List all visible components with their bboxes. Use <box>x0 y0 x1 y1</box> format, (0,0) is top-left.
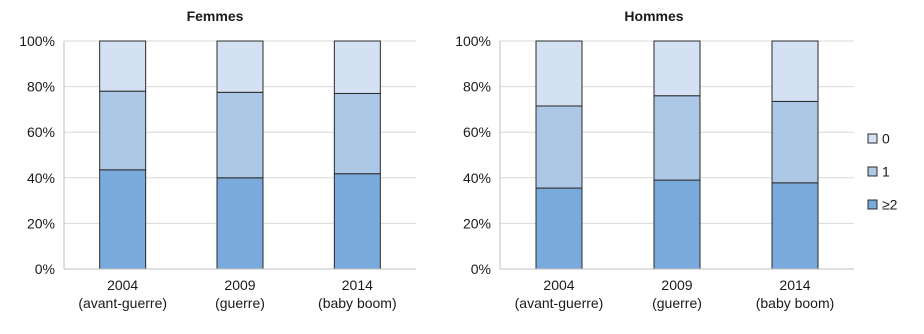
panel-2-category-label: (guerre) <box>652 295 702 311</box>
panel-2-y-tick-label: 0% <box>471 261 491 277</box>
panel-1-title: Femmes <box>187 8 244 24</box>
panel-1-category-label: 2014 <box>342 277 373 293</box>
panel-2-bar-segment <box>535 105 583 189</box>
panel-1-y-tick-label: 60% <box>27 124 55 140</box>
panel-1-category-label: (baby boom) <box>318 295 397 311</box>
panel-2-bar-segment <box>771 100 819 184</box>
panel-1-bar-segment <box>99 90 147 171</box>
panel-2-y-tick-label: 40% <box>463 170 491 186</box>
panel-1-category-label: 2009 <box>224 277 255 293</box>
panel-1-bar-segment <box>216 91 264 179</box>
panel-2-bar-segment <box>535 40 583 107</box>
panel-1-bar-segment <box>333 173 381 270</box>
panel-1-y-tick-label: 80% <box>27 79 55 95</box>
panel-2-y-tick-label: 80% <box>463 79 491 95</box>
legend-label: 1 <box>882 164 890 180</box>
panel-1-bar-segment <box>99 169 147 270</box>
panel-2-category-label: 2014 <box>779 277 810 293</box>
panel-2-bar-segment <box>771 182 819 270</box>
panel-1-category-label: (avant-guerre) <box>78 295 167 311</box>
panel-1-y-tick-label: 20% <box>27 215 55 231</box>
panel-1-category-label: 2004 <box>107 277 138 293</box>
panel-1-category-label: (guerre) <box>215 295 265 311</box>
panel-1-bar-segment <box>216 177 264 270</box>
panel-2-bar-segment <box>535 187 583 270</box>
legend-swatch <box>867 133 878 144</box>
panel-1-bar-segment <box>333 40 381 94</box>
panel-2-bar-segment <box>653 95 701 181</box>
panel-1-y-tick-label: 40% <box>27 170 55 186</box>
panel-2-title: Hommes <box>624 8 683 24</box>
panel-2-category-label: (avant-guerre) <box>515 295 604 311</box>
panel-1-bar-segment <box>216 40 264 93</box>
legend-swatch <box>867 166 878 177</box>
panel-2-y-tick-label: 100% <box>455 33 491 49</box>
panel-1-y-tick-label: 100% <box>19 33 55 49</box>
panel-2-category-label: 2009 <box>661 277 692 293</box>
panel-2-category-label: 2004 <box>543 277 574 293</box>
panel-2-bar-segment <box>771 40 819 102</box>
panel-1-bar-segment <box>99 40 147 92</box>
panel-2-y-tick-label: 60% <box>463 124 491 140</box>
panel-2-y-tick-label: 20% <box>463 215 491 231</box>
legend-label: ≥2 <box>882 197 898 213</box>
legend-swatch <box>867 199 878 210</box>
panel-1-bar-segment <box>333 92 381 175</box>
panel-2-bar-segment <box>653 179 701 270</box>
panel-1-y-tick-label: 0% <box>35 261 55 277</box>
panel-2-category-label: (baby boom) <box>756 295 835 311</box>
legend-label: 0 <box>882 131 890 147</box>
panel-2-bar-segment <box>653 40 701 97</box>
